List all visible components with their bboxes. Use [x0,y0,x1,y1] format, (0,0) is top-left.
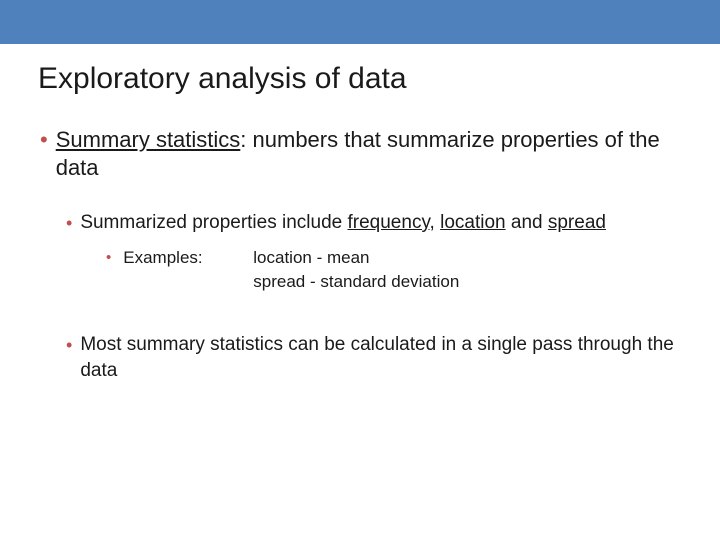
underline-text: location [440,212,506,233]
example-line: spread - standard deviation [253,270,459,294]
bullet-dot-icon: • [66,210,72,236]
slide-title: Exploratory analysis of data [38,62,682,96]
level2-container: • Summarized properties include frequenc… [38,210,682,384]
bullet-level3: • Examples: location - mean spread - sta… [106,246,682,294]
plain-text: Summarized properties include [80,212,347,233]
plain-text: , [430,212,441,233]
level3-label: Examples: [123,246,253,270]
level2-text: Summarized properties include frequency,… [80,210,606,236]
level3-container: • Examples: location - mean spread - sta… [66,246,682,294]
bullet-dot-icon: • [106,246,111,270]
bullet-dot-icon: • [66,332,72,358]
level2-text: Most summary statistics can be calculate… [80,332,682,384]
underline-text: spread [548,212,606,233]
underline-text: frequency [348,212,430,233]
header-bar [0,0,720,44]
plain-text: and [506,212,548,233]
example-line: location - mean [253,246,459,270]
underline-text: Summary statistics [56,127,241,152]
level1-text: Summary statistics: numbers that summari… [56,126,682,182]
bullet-level2: • Most summary statistics can be calcula… [66,332,682,384]
level3-body: location - mean spread - standard deviat… [253,246,459,294]
slide-content: Exploratory analysis of data • Summary s… [0,44,720,384]
bullet-level1: • Summary statistics: numbers that summa… [38,126,682,182]
bullet-level2: • Summarized properties include frequenc… [66,210,682,236]
bullet-dot-icon: • [40,126,48,154]
